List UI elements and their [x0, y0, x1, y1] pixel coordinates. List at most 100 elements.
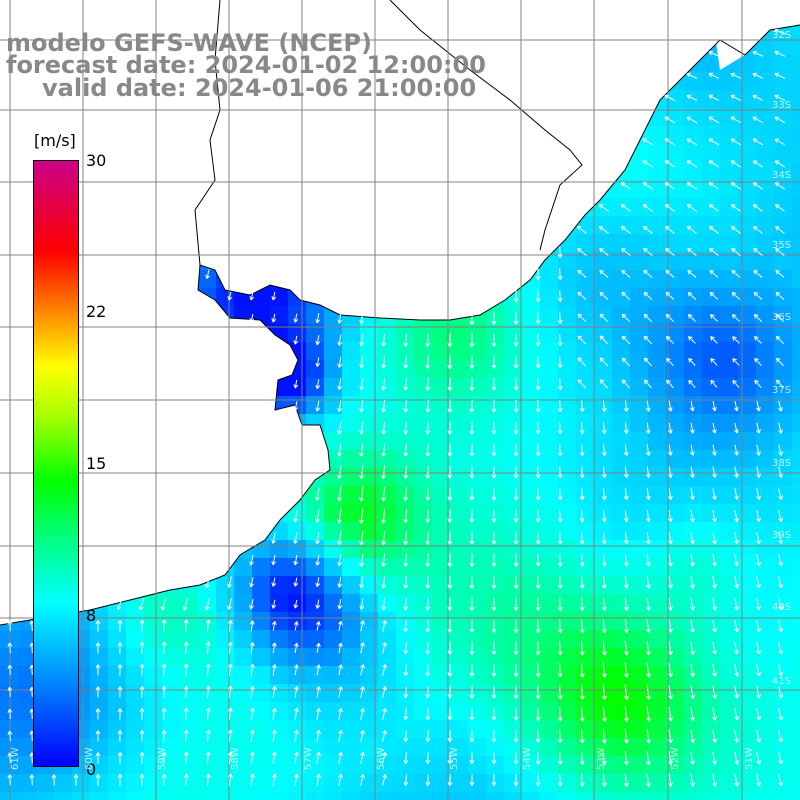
wind-speed-cell: [720, 270, 739, 289]
wind-speed-cell: [360, 576, 379, 595]
wind-arrow: [730, 50, 742, 57]
wind-arrow: [337, 421, 343, 435]
wind-arrow: [337, 508, 342, 524]
wind-speed-cell: [108, 684, 127, 703]
wind-arrow: [447, 487, 453, 501]
land-area: [0, 0, 720, 625]
wind-arrow: [601, 773, 607, 787]
wind-speed-cell: [792, 18, 800, 37]
wind-speed-cell: [540, 432, 559, 451]
wind-speed-cell: [144, 720, 163, 739]
wind-arrow: [315, 531, 320, 545]
wind-speed-cell: [612, 540, 631, 559]
wind-arrow: [690, 488, 695, 500]
wind-speed-cell: [396, 630, 415, 649]
wind-speed-cell: [342, 540, 361, 559]
wind-arrow: [403, 708, 409, 721]
wind-speed-cell: [252, 702, 271, 721]
wind-speed-cell: [342, 594, 361, 613]
wind-speed-cell: [756, 414, 775, 433]
wind-arrow: [730, 72, 742, 79]
wind-speed-cell: [162, 612, 181, 631]
wind-speed-cell: [522, 756, 541, 775]
wind-speed-cell: [756, 90, 775, 109]
wind-speed-cell: [414, 468, 433, 487]
wind-speed-cell: [720, 288, 739, 307]
wind-speed-cell: [558, 648, 577, 667]
wind-arrow: [227, 598, 232, 610]
wind-speed-cell: [324, 396, 343, 415]
wind-arrow: [557, 684, 563, 700]
wind-speed-cell: [594, 432, 613, 451]
wind-arrow: [668, 684, 673, 700]
wind-arrow: [601, 444, 607, 456]
wind-arrow: [535, 553, 541, 567]
wind-speed-cell: [666, 414, 685, 433]
wind-speed-cell: [684, 180, 703, 199]
wind-speed-cell: [648, 792, 667, 800]
wind-arrow: [579, 575, 585, 589]
wind-speed-cell: [720, 432, 739, 451]
wind-speed-cell: [522, 378, 541, 397]
wind-arrow: [205, 773, 211, 787]
wind-arrow: [623, 488, 629, 500]
wind-arrow: [513, 355, 519, 369]
wind-arrow: [117, 752, 123, 764]
wind-speed-cell: [450, 396, 469, 415]
wind-speed-cell: [522, 774, 541, 793]
wind-speed-cell: [504, 522, 523, 541]
wind-speed-cell: [774, 558, 793, 577]
wind-arrow: [708, 50, 720, 57]
wind-arrow: [642, 226, 653, 234]
wind-arrow: [338, 664, 343, 676]
wind-speed-cell: [648, 756, 667, 775]
wind-arrow: [690, 597, 695, 611]
wind-arrow: [774, 182, 785, 190]
wind-arrow: [752, 50, 764, 57]
wind-arrow: [382, 664, 387, 676]
wind-arrow: [734, 444, 739, 456]
wind-arrow: [708, 204, 720, 212]
wind-speed-cell: [162, 630, 181, 649]
wind-speed-cell: [450, 468, 469, 487]
wind-speed-cell: [684, 306, 703, 325]
wind-arrow: [29, 774, 35, 786]
wind-arrow: [754, 357, 762, 366]
wind-arrow: [774, 6, 786, 13]
wind-speed-cell: [702, 378, 721, 397]
wind-arrow: [469, 663, 475, 677]
wind-speed-cell: [324, 522, 343, 541]
wind-arrow: [712, 751, 717, 765]
wind-speed-cell: [126, 648, 145, 667]
wind-speed-cell: [378, 522, 397, 541]
wind-arrow: [734, 729, 740, 743]
wind-arrow: [665, 269, 675, 278]
wind-speed-cell: [324, 504, 343, 523]
wind-speed-cell: [198, 684, 217, 703]
wind-speed-cell: [630, 558, 649, 577]
model-title: modelo GEFS-WAVE (NCEP): [6, 29, 372, 57]
wind-speed-cell: [630, 234, 649, 253]
wind-speed-cell: [414, 396, 433, 415]
wind-arrow: [535, 268, 541, 281]
wind-speed-cell: [792, 666, 800, 685]
wind-arrow: [624, 728, 629, 744]
wind-arrow: [709, 269, 719, 278]
wind-arrow: [753, 226, 763, 234]
wind-arrow: [644, 379, 652, 389]
wind-speed-cell: [774, 486, 793, 505]
wind-arrow: [690, 663, 695, 677]
wind-arrow: [469, 752, 475, 765]
wind-arrow: [95, 774, 101, 786]
wind-speed-cell: [774, 108, 793, 127]
wind-speed-cell: [126, 720, 145, 739]
wind-arrow: [338, 729, 343, 742]
wind-arrow: [732, 336, 740, 344]
wind-arrow: [734, 773, 739, 787]
wind-arrow: [161, 729, 167, 742]
wind-speed-cell: [738, 702, 757, 721]
wind-arrow: [778, 707, 784, 721]
wind-arrow: [756, 510, 761, 522]
wind-arrow: [359, 312, 365, 325]
lon-label: 59W: [157, 747, 168, 770]
